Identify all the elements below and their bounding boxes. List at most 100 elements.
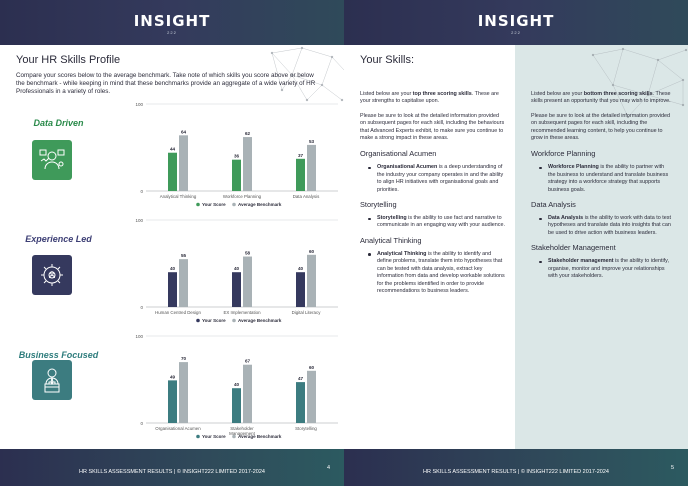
bottom-intro: Listed below are your bottom three scori… [531,91,671,105]
x-tick-label: Data Analysis [293,194,320,199]
legend-marker-your-score [196,434,200,439]
skill-heading-workforce-planning: Workforce Planning [531,149,596,159]
bottom-skills-column: Listed below are your bottom three scori… [531,91,671,286]
bar-average-benchmark [307,370,316,423]
bar-your-score [168,152,177,191]
bar-average-benchmark [307,144,316,191]
skill-description: Storytelling is the ability to use fact … [360,215,505,230]
bar-your-score [296,272,305,307]
bar-average-benchmark [179,259,188,307]
footer-left: HR SKILLS ASSESSMENT RESULTS | © INSIGHT… [0,449,344,486]
data-label: 70 [181,356,187,361]
x-tick-label: Management [229,431,255,436]
chart-business-focused: 0 100 49 70 Organisational Acumen 40 67 Stakeho… [130,332,342,442]
skill-heading-organisational-acumen: Organisational Acumen [360,149,437,159]
bottom-note: Please be sure to look at the detailed i… [531,112,671,142]
data-label: 40 [234,382,240,387]
logo-sub: 222 [167,30,177,35]
experience-gears-icon [32,255,72,295]
x-tick-label: Organisational Acumen [155,426,201,431]
bar-chart-svg: 0 100 40 55 Human Centred Design 40 58 EX Imple… [135,218,338,323]
footer-text: HR SKILLS ASSESSMENT RESULTS | © INSIGHT… [79,469,265,475]
data-label: 44 [170,147,176,152]
data-label: 47 [298,376,304,381]
footer-text: HR SKILLS ASSESSMENT RESULTS | © INSIGHT… [423,469,609,475]
legend-your-score: Your Score [202,202,226,207]
x-tick-label: Analytical Thinking [160,194,197,199]
data-label: 58 [245,251,251,256]
bottom-skills-panel [515,45,688,449]
skill-heading-storytelling: Storytelling [360,200,397,210]
skill-description: Workforce Planning is the ability to par… [531,164,671,194]
skill-heading-stakeholder-management: Stakeholder Management [531,243,616,253]
header: INSIGHT 222 [0,0,344,45]
y-tick-label: 100 [135,334,143,339]
logo: INSIGHT [133,12,211,30]
skill-description: Data Analysis is the ability to work wit… [531,215,671,237]
network-decoration-icon [270,46,344,102]
bar-chart-svg: 0 100 49 70 Organisational Acumen 40 67 Stakeho… [135,334,338,439]
data-label: 36 [234,154,240,159]
logo: INSIGHT [477,12,555,30]
legend-average-benchmark: Average Benchmark [238,318,282,323]
bar-your-score [168,380,177,423]
legend-marker-benchmark [232,318,236,323]
section-label-data-driven: Data Driven [33,118,84,128]
legend-your-score: Your Score [202,434,226,439]
data-label: 60 [309,249,315,254]
bar-your-score [232,159,241,191]
top-note: Please be sure to look at the detailed i… [360,112,505,142]
legend-average-benchmark: Average Benchmark [238,434,282,439]
network-decoration-icon [591,47,688,119]
bar-your-score [168,272,177,307]
top-skills-column: Listed below are your top three scoring … [360,91,505,300]
bar-average-benchmark [243,137,252,191]
skill-description: Analytical Thinking is the ability to id… [360,251,505,295]
y-tick-label: 100 [135,102,143,107]
data-label: 40 [234,266,240,271]
x-tick-label: Stakeholder [230,426,254,431]
page-title: Your HR Skills Profile [16,54,121,66]
skills-title: Your Skills: [360,54,415,66]
top-intro: Listed below are your top three scoring … [360,91,499,105]
data-label: 67 [245,359,251,364]
business-person-icon [32,360,72,400]
bar-average-benchmark [243,256,252,307]
section-label-business-focused: Business Focused [18,350,99,360]
legend-marker-your-score [196,202,200,207]
skill-description: Stakeholder management is the ability to… [531,258,671,280]
data-label: 40 [170,266,176,271]
intro-text: Compare your scores below to the average… [16,72,316,95]
data-label: 37 [298,153,304,158]
chart-data-driven: 0 100 44 64 Analytical Thinking 36 62 Workforce… [130,100,342,210]
data-label: 62 [245,131,251,136]
header: INSIGHT 222 [344,0,688,45]
y-tick-label: 100 [135,218,143,223]
page-number: 5 [670,465,674,471]
x-tick-label: Human Centred Design [155,310,201,315]
x-tick-label: Workforce Planning [223,194,262,199]
bar-your-score [232,388,241,423]
data-label: 49 [170,374,176,379]
legend-average-benchmark: Average Benchmark [238,202,282,207]
bar-average-benchmark [179,135,188,191]
data-label: 55 [181,253,187,258]
page-number: 4 [326,465,330,471]
bar-your-score [296,158,305,191]
legend-marker-benchmark [232,434,236,439]
page-right: INSIGHT 222 Your Skills: Listed below ar… [344,0,688,486]
data-label: 40 [298,266,304,271]
y-tick-label: 0 [140,305,143,310]
bar-chart-svg: 0 100 44 64 Analytical Thinking 36 62 Workforce… [135,102,338,207]
data-label: 53 [309,139,315,144]
y-tick-label: 0 [140,421,143,426]
section-label-experience-led: Experience Led [25,234,92,244]
footer-right: HR SKILLS ASSESSMENT RESULTS | © INSIGHT… [344,449,688,486]
x-tick-label: Storytelling [295,426,317,431]
logo-sub: 222 [511,30,521,35]
skill-heading-data-analysis: Data Analysis [531,200,576,210]
bar-your-score [232,272,241,307]
x-tick-label: Digital Literacy [292,310,322,315]
legend-your-score: Your Score [202,318,226,323]
page-left: INSIGHT 222 Your HR Skills Profile Compa… [0,0,344,486]
